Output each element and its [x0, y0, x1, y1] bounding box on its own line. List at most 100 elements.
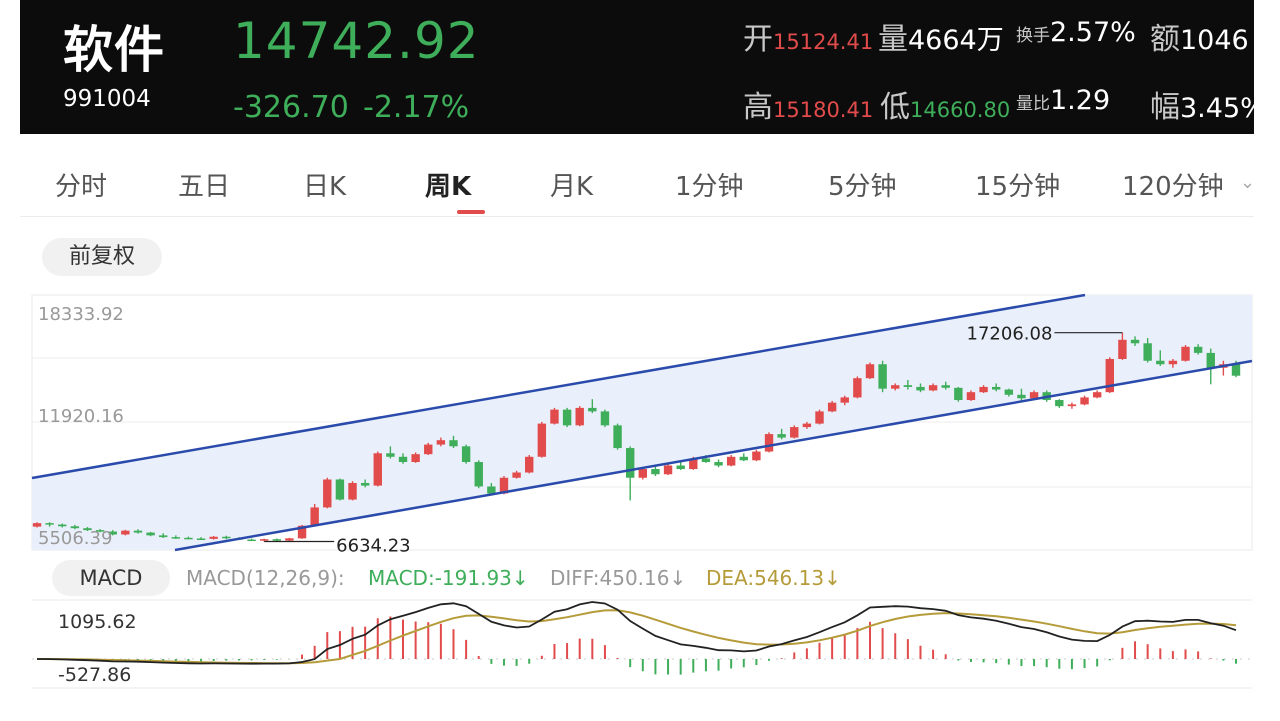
period-tabs: 分时 五日 日K 周K 月K 1分钟 5分钟 15分钟 120分钟: [20, 150, 1254, 217]
candle-body: [827, 402, 837, 412]
candle-body: [1067, 404, 1077, 407]
candle-body: [1105, 358, 1114, 393]
candle-body: [613, 425, 622, 449]
adjust-button[interactable]: 前复权: [42, 238, 162, 276]
candle-body: [1055, 400, 1064, 407]
candles: [32, 332, 1241, 542]
stat-amount-value: 1046: [1180, 25, 1249, 56]
candle-body: [373, 453, 382, 486]
tab-15-minute[interactable]: 15分钟: [975, 172, 1061, 202]
tab-1-minute[interactable]: 1分钟: [675, 172, 744, 202]
candle-body: [1231, 364, 1241, 376]
tab-weekly-k[interactable]: 周K: [425, 172, 472, 202]
stat-low-label: 低: [880, 90, 910, 125]
candle-body: [360, 482, 370, 486]
candle-body: [474, 462, 483, 487]
tab-monthly-k[interactable]: 月K: [550, 172, 594, 202]
candle-body: [45, 523, 54, 525]
tab-120-minute[interactable]: 120分钟: [1122, 172, 1224, 202]
candle-body: [461, 446, 471, 463]
candle-body: [714, 462, 723, 466]
macd-value-text: MACD:-191.93: [368, 566, 512, 590]
candle-body: [663, 465, 673, 475]
candle-body: [272, 539, 281, 541]
candle-body: [1206, 352, 1215, 368]
candle-body: [625, 448, 635, 478]
candle-body: [171, 537, 181, 539]
stat-open-label: 开: [743, 22, 773, 57]
candle-body: [95, 530, 105, 532]
candle-body: [1181, 346, 1190, 361]
chevron-down-icon[interactable]: ⌄: [1240, 172, 1256, 193]
stat-high-label: 高: [743, 90, 773, 125]
candle-body: [689, 458, 698, 470]
candle-body: [878, 364, 887, 389]
price-change-pct: -2.17%: [363, 90, 470, 125]
tab-daily-k[interactable]: 日K: [303, 172, 347, 202]
y-label-bottom: 5506.39: [38, 528, 112, 549]
candle-body: [600, 411, 610, 426]
candle-body: [1092, 392, 1102, 398]
stat-low-value: 14660.80: [910, 98, 1011, 122]
last-price: 14742.92: [233, 12, 480, 70]
stat-turnover: 换手2.57%: [1016, 17, 1136, 48]
dea-value: DEA:546.13↓: [706, 566, 841, 590]
candle-body: [853, 378, 862, 398]
candle-body: [525, 456, 534, 473]
stat-vol-ratio: 量比1.29: [1016, 85, 1110, 116]
candle-body: [752, 451, 761, 461]
stat-amplitude-label: 幅: [1150, 90, 1180, 125]
stat-high-value: 15180.41: [773, 98, 874, 122]
candle-body: [323, 479, 332, 508]
candle-body: [411, 454, 420, 463]
dea-value-text: DEA:546.13: [706, 566, 825, 590]
candle-body: [815, 411, 824, 424]
candle-body: [259, 539, 269, 541]
candle-body: [777, 434, 786, 438]
candle-body: [386, 453, 395, 457]
candle-body: [247, 539, 256, 542]
dea-line: [37, 609, 1237, 665]
candle-body: [449, 440, 458, 447]
tab-5-minute[interactable]: 5分钟: [828, 172, 897, 202]
candle-body: [1029, 392, 1039, 399]
candle-body: [739, 456, 748, 461]
candle-body: [133, 530, 143, 533]
candle-body: [928, 385, 938, 391]
index-code: 991004: [63, 86, 151, 112]
candle-body: [1118, 339, 1127, 359]
stat-amount: 额1046: [1150, 14, 1249, 58]
candle-body: [588, 407, 597, 412]
candle-body: [285, 538, 294, 541]
candle-body: [1017, 394, 1026, 399]
quote-header: 软件 991004 14742.92 -326.70 -2.17% 开15124…: [20, 0, 1254, 134]
candle-body: [1080, 397, 1089, 405]
kline-chart[interactable]: 18333.92 11920.16 5506.39 17206.08 6634.…: [0, 290, 1280, 721]
stat-high: 高15180.41: [743, 82, 873, 126]
candle-body: [1168, 360, 1178, 365]
indicator-selector[interactable]: MACD: [52, 560, 170, 596]
down-arrow-icon: ↓: [824, 566, 841, 590]
candle-body: [638, 469, 648, 478]
stat-amount-label: 额: [1150, 22, 1180, 57]
macd-y-label-top: 1095.62: [58, 611, 137, 633]
stat-volume: 量4664万: [878, 14, 1004, 58]
channel-upper-line: [31, 293, 1086, 480]
stat-low: 低14660.80: [880, 82, 1010, 126]
tab-intraday[interactable]: 分时: [55, 172, 108, 202]
candle-body: [108, 531, 117, 535]
candle-body: [764, 434, 774, 452]
tab-five-day[interactable]: 五日: [178, 172, 231, 202]
candle-body: [398, 456, 408, 463]
candle-body: [941, 385, 950, 388]
candle-body: [499, 477, 509, 494]
macd-value: MACD:-191.93↓: [368, 566, 529, 590]
candle-body: [865, 364, 875, 379]
candle-body: [58, 524, 67, 527]
candle-body: [512, 472, 521, 478]
low-marker-label: 6634.23: [336, 535, 410, 556]
candle-body: [966, 392, 976, 401]
candle-body: [802, 423, 812, 428]
active-tab-indicator: [457, 210, 485, 214]
candle-body: [954, 387, 963, 401]
